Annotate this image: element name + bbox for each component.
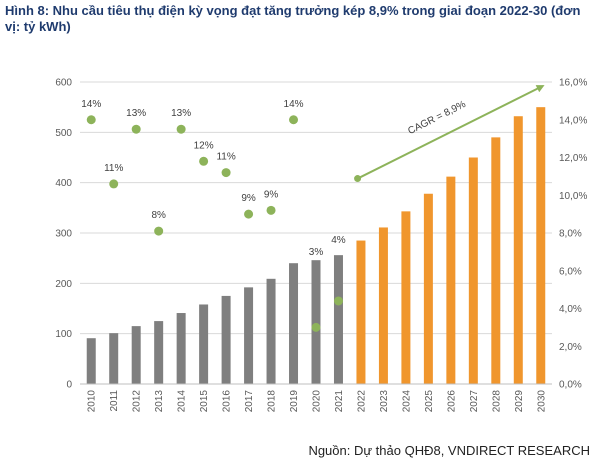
x-tick-label: 2013 — [154, 390, 165, 413]
y2-tick-label: 0,0% — [559, 380, 582, 391]
y-tick-label: 300 — [55, 229, 72, 240]
y-tick-label: 200 — [55, 279, 72, 290]
bar-forecast — [401, 211, 411, 384]
growth-label: 8% — [151, 210, 166, 221]
x-tick-label: 2023 — [379, 390, 390, 413]
y2-tick-label: 16,0% — [559, 78, 587, 89]
y2-tick-label: 12,0% — [559, 153, 587, 164]
y-tick-label: 400 — [55, 178, 72, 189]
bar-actual — [199, 304, 209, 384]
bar-forecast — [356, 240, 366, 384]
x-tick-label: 2018 — [267, 390, 278, 413]
y2-tick-label: 10,0% — [559, 191, 587, 202]
x-tick-label: 2026 — [446, 390, 457, 413]
bar-forecast — [468, 157, 478, 384]
growth-label: 4% — [331, 235, 346, 246]
growth-dot — [244, 209, 254, 219]
growth-label: 11% — [216, 152, 235, 163]
bar-actual — [289, 263, 299, 384]
x-tick-label: 2028 — [491, 390, 502, 413]
bar-actual — [311, 260, 321, 384]
bar-forecast — [536, 107, 546, 385]
bar-forecast — [491, 137, 501, 384]
y2-tick-label: 8,0% — [559, 229, 582, 240]
x-tick-label: 2020 — [312, 390, 323, 413]
growth-label: 11% — [104, 163, 123, 174]
bar-actual — [221, 295, 231, 384]
x-tick-label: 2024 — [401, 390, 412, 413]
bar-actual — [86, 338, 96, 384]
growth-label: 13% — [171, 108, 191, 119]
x-tick-label: 2022 — [356, 390, 367, 413]
growth-label: 12% — [194, 140, 214, 151]
bar-forecast — [513, 116, 523, 384]
x-tick-label: 2015 — [199, 390, 210, 413]
x-tick-label: 2016 — [222, 390, 233, 413]
growth-dot — [86, 115, 96, 125]
growth-label: 13% — [126, 108, 146, 119]
bar-actual — [176, 313, 186, 384]
y-tick-label: 500 — [55, 128, 72, 139]
growth-dot — [109, 179, 119, 189]
bar-actual — [333, 255, 343, 384]
x-tick-label: 2025 — [424, 390, 435, 413]
cagr-arrow-start — [354, 175, 362, 183]
cagr-label: CAGR = 8,9% — [406, 99, 467, 137]
bar-actual — [109, 333, 119, 384]
chart-title: Hình 8: Nhu cầu tiêu thụ điện kỳ vọng đạ… — [5, 3, 581, 34]
bar-forecast — [378, 227, 388, 384]
bar-actual — [131, 326, 141, 384]
y2-tick-label: 2,0% — [559, 342, 582, 353]
bar-actual — [154, 321, 164, 384]
growth-dot — [289, 115, 299, 125]
x-tick-label: 2030 — [536, 390, 547, 413]
growth-label: 14% — [81, 99, 101, 110]
source-note: Nguồn: Dự thảo QHĐ8, VNDIRECT RESEARCH — [308, 443, 590, 458]
y2-tick-label: 6,0% — [559, 266, 582, 277]
growth-dot — [154, 226, 164, 236]
x-tick-label: 2021 — [334, 390, 345, 413]
growth-dot — [199, 156, 209, 166]
growth-dot — [131, 124, 141, 134]
axes: 0 100 200 300 400 500 600 0,0% 2,0% 4,0% 6,0% 8,0% 1… — [55, 78, 587, 413]
x-tick-label: 2014 — [177, 390, 188, 413]
growth-dot — [333, 296, 343, 306]
bar-forecast — [423, 193, 433, 384]
x-tick-label: 2027 — [469, 390, 480, 413]
bar-forecast — [446, 176, 456, 384]
growth-dot — [311, 322, 321, 332]
bar-actual — [244, 287, 254, 384]
y2-tick-label: 4,0% — [559, 304, 582, 315]
y2-tick-label: 14,0% — [559, 115, 587, 126]
x-tick-label: 2012 — [132, 390, 143, 413]
y-tick-label: 0 — [66, 380, 72, 391]
x-tick-label: 2029 — [514, 390, 525, 413]
growth-dots: 14%11%13%8%13%12%11%9% 9%14%3%4% — [81, 99, 346, 332]
bars — [86, 107, 546, 385]
y-tick-label: 100 — [55, 329, 72, 340]
growth-label: 3% — [309, 247, 324, 258]
x-tick-label: 2010 — [87, 390, 98, 413]
x-tick-label: 2019 — [289, 390, 300, 413]
cagr-arrow-line — [357, 85, 545, 180]
y-tick-label: 600 — [55, 78, 72, 89]
growth-dot — [266, 205, 276, 215]
growth-dot — [176, 124, 186, 134]
bar-actual — [266, 278, 276, 384]
growth-label: 14% — [284, 99, 304, 110]
x-tick-label: 2017 — [244, 390, 255, 413]
growth-label: 9% — [241, 193, 256, 204]
growth-dot — [221, 168, 231, 178]
x-tick-label: 2011 — [109, 390, 120, 412]
growth-label: 9% — [264, 189, 279, 200]
